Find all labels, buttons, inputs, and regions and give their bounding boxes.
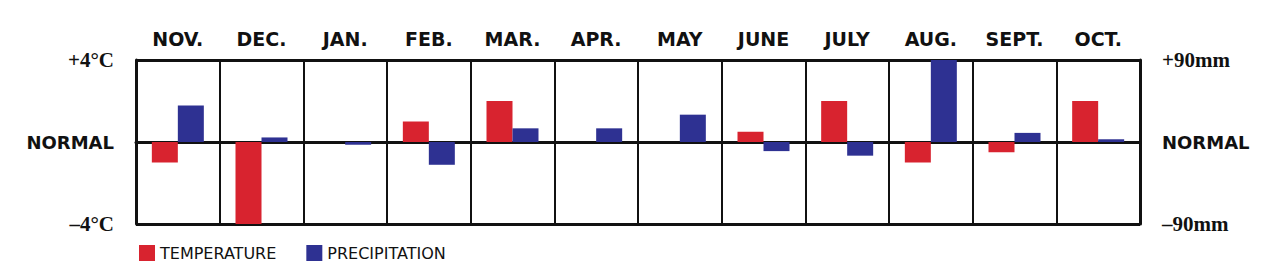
svg-text:MAR.: MAR.: [485, 28, 541, 50]
svg-text:–90mm: –90mm: [1161, 212, 1229, 236]
svg-text:+90mm: +90mm: [1162, 48, 1230, 72]
svg-text:APR.: APR.: [571, 28, 622, 50]
svg-text:–4°C: –4°C: [68, 212, 114, 236]
svg-text:MAY: MAY: [657, 28, 703, 50]
svg-text:JULY: JULY: [822, 28, 870, 50]
svg-text:+4°C: +4°C: [68, 48, 114, 72]
svg-text:DEC.: DEC.: [237, 28, 287, 50]
svg-text:SEPT.: SEPT.: [986, 28, 1044, 50]
svg-text:JAN.: JAN.: [321, 28, 368, 50]
svg-text:NORMAL: NORMAL: [1162, 132, 1250, 153]
svg-text:OCT.: OCT.: [1074, 28, 1121, 50]
svg-text:TEMPERATURE: TEMPERATURE: [159, 244, 276, 263]
svg-text:AUG.: AUG.: [905, 28, 957, 50]
svg-text:PRECIPITATION: PRECIPITATION: [327, 244, 445, 263]
svg-text:JUNE: JUNE: [736, 28, 789, 50]
svg-text:NOV.: NOV.: [152, 28, 203, 50]
svg-text:NORMAL: NORMAL: [26, 132, 114, 153]
svg-text:FEB.: FEB.: [405, 28, 453, 50]
